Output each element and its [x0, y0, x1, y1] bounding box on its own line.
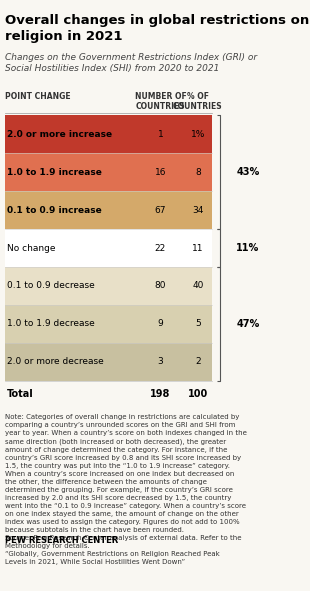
FancyBboxPatch shape	[5, 229, 212, 267]
Text: 16: 16	[155, 168, 166, 177]
Text: 11: 11	[192, 243, 204, 252]
Text: 198: 198	[150, 388, 170, 398]
Text: PEW RESEARCH CENTER: PEW RESEARCH CENTER	[5, 536, 118, 545]
Text: 47%: 47%	[236, 319, 259, 329]
Text: 80: 80	[155, 281, 166, 290]
Text: NUMBER OF
COUNTRIES: NUMBER OF COUNTRIES	[135, 92, 186, 111]
Text: 0.1 to 0.9 increase: 0.1 to 0.9 increase	[7, 206, 102, 215]
Text: 0.1 to 0.9 decrease: 0.1 to 0.9 decrease	[7, 281, 95, 290]
FancyBboxPatch shape	[5, 305, 212, 343]
FancyBboxPatch shape	[5, 153, 212, 191]
Text: 2: 2	[195, 358, 201, 366]
FancyBboxPatch shape	[5, 115, 212, 153]
Text: No change: No change	[7, 243, 56, 252]
Text: 1.0 to 1.9 increase: 1.0 to 1.9 increase	[7, 168, 102, 177]
Text: 100: 100	[188, 388, 208, 398]
Text: 43%: 43%	[236, 167, 259, 177]
Text: POINT CHANGE: POINT CHANGE	[5, 92, 70, 101]
Text: 1: 1	[157, 130, 163, 139]
Text: 40: 40	[192, 281, 203, 290]
Text: % OF
COUNTRIES: % OF COUNTRIES	[173, 92, 223, 111]
Text: 1.0 to 1.9 decrease: 1.0 to 1.9 decrease	[7, 319, 95, 329]
Text: Overall changes in global restrictions on
religion in 2021: Overall changes in global restrictions o…	[5, 14, 309, 43]
Text: 34: 34	[192, 206, 203, 215]
Text: Note: Categories of overall change in restrictions are calculated by
comparing a: Note: Categories of overall change in re…	[5, 414, 247, 564]
Text: 2.0 or more decrease: 2.0 or more decrease	[7, 358, 104, 366]
Text: 9: 9	[157, 319, 163, 329]
Text: 3: 3	[157, 358, 163, 366]
Text: 8: 8	[195, 168, 201, 177]
FancyBboxPatch shape	[5, 267, 212, 305]
Text: Changes on the Government Restrictions Index (GRI) or
Social Hostilities Index (: Changes on the Government Restrictions I…	[5, 53, 257, 73]
Text: 5: 5	[195, 319, 201, 329]
Text: Total: Total	[7, 388, 34, 398]
FancyBboxPatch shape	[5, 343, 212, 381]
Text: 11%: 11%	[236, 243, 259, 253]
Text: 67: 67	[155, 206, 166, 215]
Text: 22: 22	[155, 243, 166, 252]
Text: 2.0 or more increase: 2.0 or more increase	[7, 130, 112, 139]
FancyBboxPatch shape	[5, 191, 212, 229]
Text: 1%: 1%	[191, 130, 205, 139]
